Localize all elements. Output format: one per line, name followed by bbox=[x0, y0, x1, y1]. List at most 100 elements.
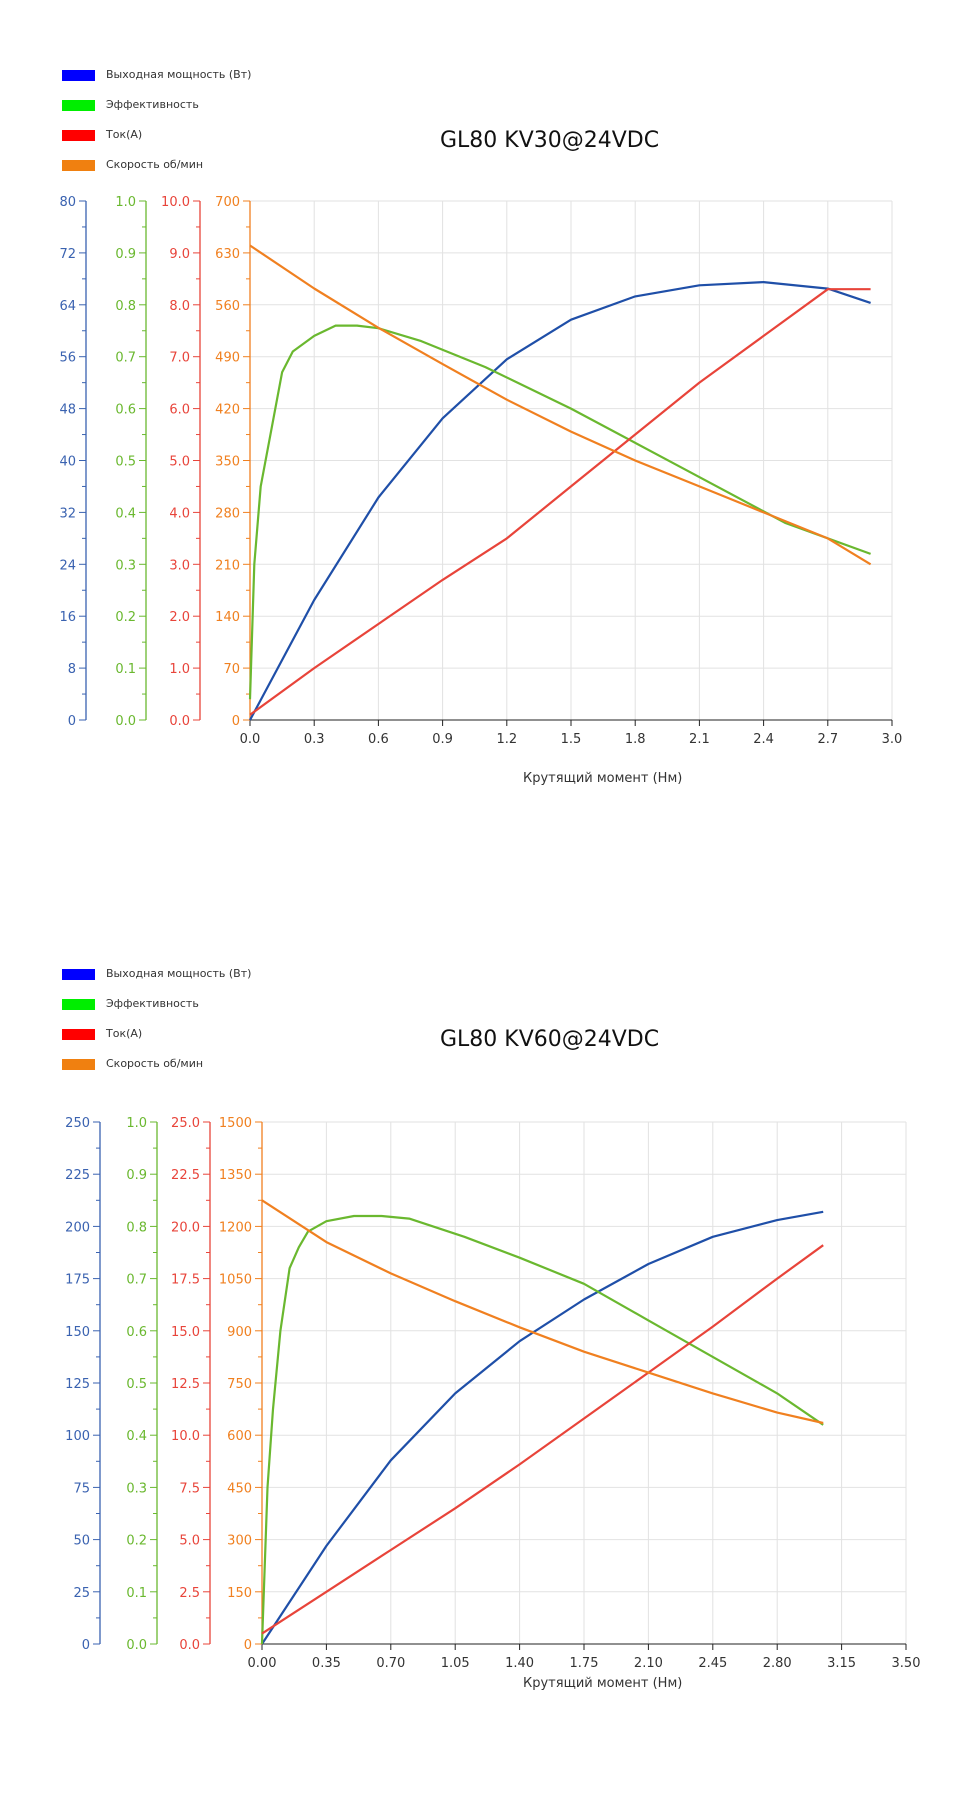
y-tick-label: 32 bbox=[59, 506, 76, 521]
legend-swatch-speed bbox=[62, 160, 95, 171]
series-line-efficiency bbox=[248, 324, 871, 700]
y-tick-label: 50 bbox=[73, 1534, 90, 1549]
y-tick-label: 1050 bbox=[219, 1273, 252, 1288]
y-tick-label: 8.0 bbox=[169, 299, 190, 314]
legend-swatch-efficiency bbox=[62, 999, 95, 1010]
x-tick-label: 3.50 bbox=[892, 1656, 921, 1671]
y-tick-label: 0.0 bbox=[169, 714, 190, 729]
y-tick-label: 140 bbox=[215, 610, 240, 625]
y-tick-label: 56 bbox=[59, 351, 76, 366]
y-tick-label: 630 bbox=[215, 247, 240, 262]
legend-label-speed: Скорость об/мин bbox=[106, 158, 204, 171]
chart-kv60: Выходная мощность (Вт) Эффективность Ток… bbox=[0, 900, 967, 1800]
y-tick-label: 700 bbox=[215, 195, 240, 210]
x-tick-label: 3.0 bbox=[882, 732, 903, 747]
y-tick-label: 0 bbox=[244, 1638, 252, 1653]
y-tick-label: 8 bbox=[68, 662, 76, 677]
x-tick-label: 0.35 bbox=[312, 1656, 341, 1671]
y-tick-label: 0.4 bbox=[126, 1429, 147, 1444]
legend-label-power: Выходная мощность (Вт) bbox=[106, 68, 252, 81]
y-tick-label: 25.0 bbox=[171, 1116, 200, 1131]
y-axis-current: 0.0 1.0 2.0 3.0 4.0 5.0 6.0 7.0 8.0 9.0 10.0 bbox=[161, 195, 201, 729]
series-line-efficiency bbox=[260, 1214, 824, 1645]
y-tick-label: 100 bbox=[65, 1429, 90, 1444]
x-tick-label: 2.7 bbox=[817, 732, 838, 747]
y-axis-efficiency: 0.0 0.1 0.2 0.3 0.4 0.5 0.6 0.7 0.8 0.9 1.0 bbox=[126, 1116, 158, 1653]
y-tick-label: 175 bbox=[65, 1273, 90, 1288]
y-tick-label: 3.0 bbox=[169, 558, 190, 573]
legend-label-current: Ток(А) bbox=[106, 128, 143, 141]
x-tick-label: 0.00 bbox=[248, 1656, 277, 1671]
y-tick-label: 1500 bbox=[219, 1116, 252, 1131]
y-tick-label: 5.0 bbox=[179, 1534, 200, 1549]
y-tick-label: 0.5 bbox=[126, 1377, 147, 1392]
y-tick-label: 12.5 bbox=[171, 1377, 200, 1392]
y-tick-label: 300 bbox=[227, 1534, 252, 1549]
y-tick-label: 2.5 bbox=[179, 1586, 200, 1601]
x-tick-label: 3.15 bbox=[827, 1656, 856, 1671]
x-tick-label: 2.4 bbox=[753, 732, 774, 747]
x-axis-title: Крутящий момент (Нм) bbox=[523, 771, 683, 786]
x-tick-label: 2.80 bbox=[763, 1656, 792, 1671]
y-tick-label: 48 bbox=[59, 403, 76, 418]
y-tick-label: 750 bbox=[227, 1377, 252, 1392]
y-tick-label: 280 bbox=[215, 506, 240, 521]
y-tick-label: 0.6 bbox=[126, 1325, 147, 1340]
chart-canvas: 0.0 0.3 0.6 0.9 1.2 1.5 1.8 2.1 2.4 2.7 3.0 0 8 16 24 3… bbox=[59, 195, 903, 747]
y-axis-efficiency: 0.0 0.1 0.2 0.3 0.4 0.5 0.6 0.7 0.8 0.9 1.0 bbox=[115, 195, 147, 729]
legend-swatch-power bbox=[62, 70, 95, 81]
y-tick-label: 10.0 bbox=[171, 1429, 200, 1444]
y-tick-label: 7.0 bbox=[169, 351, 190, 366]
y-axis-speed: 0 70 140 210 280 350 420 490 560 630 700 bbox=[215, 195, 251, 729]
y-tick-label: 1350 bbox=[219, 1168, 252, 1183]
y-tick-label: 17.5 bbox=[171, 1273, 200, 1288]
y-tick-label: 0.9 bbox=[115, 247, 136, 262]
y-tick-label: 0.8 bbox=[126, 1220, 147, 1235]
y-tick-label: 450 bbox=[227, 1481, 252, 1496]
y-tick-label: 0.7 bbox=[126, 1273, 147, 1288]
y-tick-label: 5.0 bbox=[169, 455, 190, 470]
y-tick-label: 0 bbox=[82, 1638, 90, 1653]
y-tick-label: 125 bbox=[65, 1377, 90, 1392]
legend-swatch-current bbox=[62, 1029, 95, 1040]
y-tick-label: 225 bbox=[65, 1168, 90, 1183]
x-tick-label: 0.3 bbox=[304, 732, 325, 747]
series-line-current bbox=[261, 1244, 824, 1635]
y-axis-current: 0.0 2.5 5.0 7.5 10.0 12.5 15.0 17.5 20.0 22.5 25.0 bbox=[171, 1116, 211, 1653]
y-tick-label: 0.1 bbox=[115, 662, 136, 677]
chart-canvas: 0.00 0.35 0.70 1.05 1.40 1.75 2.10 2.45 2.80 3.15… bbox=[65, 1116, 921, 1671]
x-tick-label: 1.2 bbox=[496, 732, 517, 747]
y-tick-label: 560 bbox=[215, 299, 240, 314]
y-tick-label: 600 bbox=[227, 1429, 252, 1444]
series-line-power bbox=[261, 1210, 824, 1645]
y-tick-label: 0.6 bbox=[115, 403, 136, 418]
x-tick-label: 0.9 bbox=[432, 732, 453, 747]
y-tick-label: 200 bbox=[65, 1220, 90, 1235]
y-tick-label: 900 bbox=[227, 1325, 252, 1340]
y-tick-label: 1.0 bbox=[169, 662, 190, 677]
y-tick-label: 22.5 bbox=[171, 1168, 200, 1183]
x-tick-label: 2.1 bbox=[689, 732, 710, 747]
series-line-power bbox=[249, 281, 871, 721]
y-tick-label: 7.5 bbox=[179, 1481, 200, 1496]
y-tick-label: 1200 bbox=[219, 1220, 252, 1235]
y-tick-label: 0.0 bbox=[126, 1638, 147, 1653]
grid bbox=[262, 1121, 907, 1644]
y-tick-label: 1.0 bbox=[126, 1116, 147, 1131]
series-line-current bbox=[249, 288, 871, 716]
y-tick-label: 72 bbox=[59, 247, 76, 262]
y-tick-label: 0.1 bbox=[126, 1586, 147, 1601]
y-tick-label: 0.0 bbox=[179, 1638, 200, 1653]
x-tick-label: 1.5 bbox=[561, 732, 582, 747]
y-tick-label: 16 bbox=[59, 610, 76, 625]
x-tick-label: 0.70 bbox=[376, 1656, 405, 1671]
legend-swatch-efficiency bbox=[62, 100, 95, 111]
y-tick-label: 0.9 bbox=[126, 1168, 147, 1183]
y-tick-label: 0.4 bbox=[115, 506, 136, 521]
legend-label-power: Выходная мощность (Вт) bbox=[106, 967, 252, 980]
chart-title: GL80 KV60@24VDC bbox=[440, 1027, 660, 1052]
x-tick-label: 0.6 bbox=[368, 732, 389, 747]
x-tick-label: 0.0 bbox=[240, 732, 261, 747]
x-tick-label: 1.40 bbox=[505, 1656, 534, 1671]
x-tick-label: 2.10 bbox=[634, 1656, 663, 1671]
